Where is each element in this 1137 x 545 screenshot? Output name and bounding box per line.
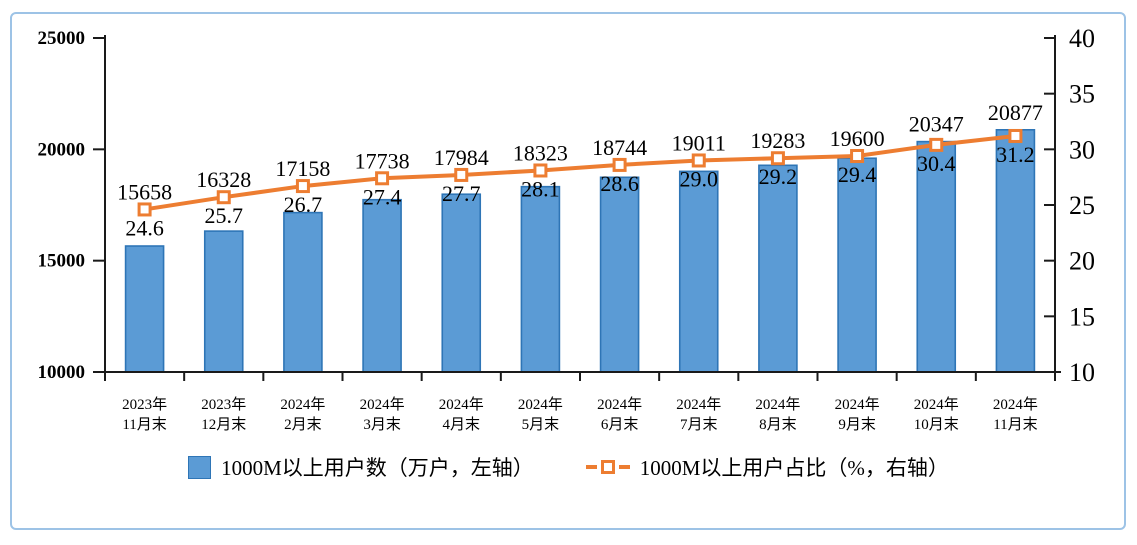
chart-legend: 1000M以上用户数（万户，左轴） 1000M以上用户占比（%，右轴） <box>0 452 1137 482</box>
line-marker <box>929 137 944 152</box>
line-marker <box>454 167 469 182</box>
line-pct-label: 27.7 <box>442 181 481 206</box>
line-pct-label: 29.0 <box>680 166 719 191</box>
bar-value-label: 19600 <box>830 126 885 151</box>
x-axis-label: 2023年 11月末 <box>122 396 167 433</box>
line-marker <box>770 151 785 166</box>
bar <box>441 193 482 373</box>
right-axis-tick-label: 10 <box>1069 358 1095 387</box>
right-axis-tick-label: 40 <box>1069 24 1095 53</box>
line-series-marker-icon <box>585 460 630 474</box>
left-axis-tick-label: 10000 <box>38 362 86 383</box>
bar <box>678 170 719 373</box>
legend-item-line-series: 1000M以上用户占比（%，右轴） <box>585 452 949 482</box>
line-marker <box>1008 128 1023 143</box>
left-axis-tick-label: 25000 <box>38 28 86 49</box>
bar-value-label: 19283 <box>750 128 805 153</box>
percentage-line <box>144 133 1016 212</box>
bar <box>916 140 957 373</box>
line-pct-label: 25.7 <box>205 203 244 228</box>
right-axis-tick-label: 25 <box>1069 191 1095 220</box>
line-pct-label: 24.6 <box>125 215 164 240</box>
x-axis-label: 2024年 5月末 <box>518 396 563 433</box>
line-marker <box>216 190 231 205</box>
bar-value-label: 20877 <box>988 100 1043 125</box>
line-pct-label: 31.2 <box>996 142 1035 167</box>
bar <box>758 164 798 373</box>
bar <box>362 198 402 373</box>
bar-value-label: 17738 <box>355 148 410 173</box>
bar <box>599 176 640 373</box>
x-axis-label: 2024年 8月末 <box>755 396 800 433</box>
line-pct-label: 30.4 <box>917 151 956 176</box>
bar-value-label: 18323 <box>513 140 568 165</box>
line-marker <box>612 157 627 172</box>
right-axis-tick-label: 20 <box>1069 247 1095 276</box>
bar-value-label: 17984 <box>434 145 489 170</box>
line-series-legend-label: 1000M以上用户占比（%，右轴） <box>639 456 949 480</box>
line-marker <box>375 171 390 186</box>
line-pct-label: 28.1 <box>521 176 560 201</box>
bar <box>520 185 561 373</box>
x-axis-label: 2024年 7月末 <box>676 396 721 433</box>
right-axis-tick-label: 15 <box>1069 302 1095 331</box>
line-pct-label: 29.2 <box>759 164 798 189</box>
right-axis-tick-label: 30 <box>1069 135 1095 164</box>
x-axis-label: 2024年 11月末 <box>993 396 1038 433</box>
line-marker <box>533 163 548 178</box>
bar <box>283 211 323 373</box>
bar-series-swatch-icon <box>188 455 212 479</box>
left-axis-tick-label: 20000 <box>38 139 86 160</box>
bar-value-label: 19011 <box>672 130 726 155</box>
bar-value-label: 20347 <box>909 112 964 137</box>
bar <box>124 245 165 373</box>
line-marker <box>137 202 152 217</box>
bar-value-label: 18744 <box>592 135 647 160</box>
x-axis-label: 2024年 6月末 <box>597 396 642 433</box>
line-marker <box>295 179 310 194</box>
bar-value-label: 17158 <box>275 156 330 181</box>
line-marker <box>850 149 865 164</box>
x-axis-label: 2024年 9月末 <box>835 396 880 433</box>
x-axis-label: 2023年 12月末 <box>201 396 246 433</box>
bar-value-label: 16328 <box>196 167 251 192</box>
x-axis-label: 2024年 4月末 <box>439 396 484 433</box>
line-marker <box>691 153 706 168</box>
left-axis-tick-label: 15000 <box>38 251 86 272</box>
bar <box>203 230 244 373</box>
line-pct-label: 27.4 <box>363 184 402 209</box>
bar-series-legend-label: 1000M以上用户数（万户，左轴） <box>221 456 534 480</box>
right-axis-tick-label: 35 <box>1069 80 1095 109</box>
line-pct-label: 28.6 <box>600 171 639 196</box>
x-axis-label: 2024年 2月末 <box>280 396 325 433</box>
x-axis-label: 2024年 10月末 <box>914 396 959 433</box>
bar <box>837 157 877 373</box>
x-axis-label: 2024年 3月末 <box>360 396 405 433</box>
line-pct-label: 29.4 <box>838 162 877 187</box>
bar-value-label: 15658 <box>117 179 172 204</box>
legend-item-bar-series: 1000M以上用户数（万户，左轴） <box>188 452 534 482</box>
line-pct-label: 26.7 <box>284 192 323 217</box>
